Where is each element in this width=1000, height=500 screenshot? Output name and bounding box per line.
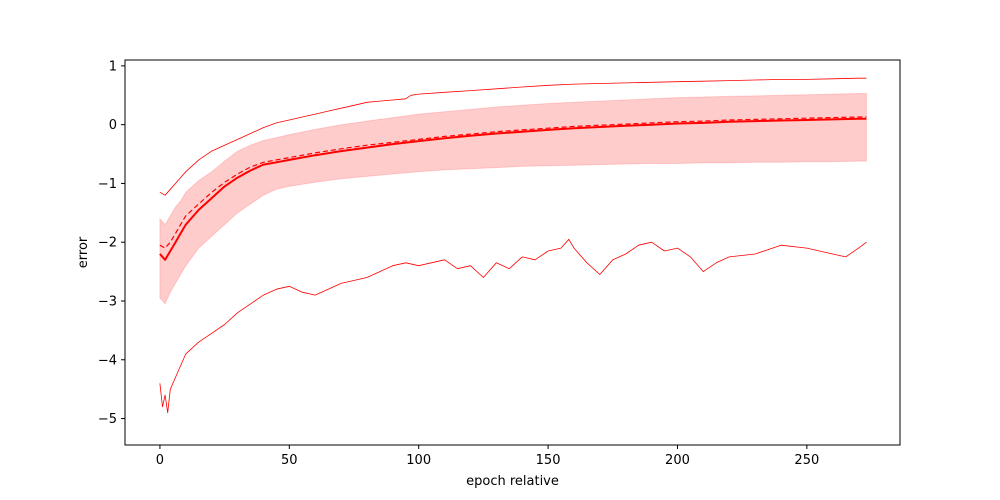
y-axis-ticks: 1 0 −1 −2 −3 −4 −5 [98, 59, 125, 427]
y-tick-label: 0 [109, 118, 117, 133]
confidence-band [159, 93, 867, 305]
x-tick-label: 0 [156, 453, 164, 468]
series-line-lower [159, 238, 867, 414]
x-tick-label: 50 [281, 453, 298, 468]
y-tick-label: 1 [109, 59, 117, 74]
y-tick-label: −3 [98, 294, 117, 309]
x-tick-label: 200 [665, 453, 690, 468]
y-tick-label: −1 [98, 177, 117, 192]
x-axis-ticks: 0 50 100 150 200 250 [156, 445, 819, 468]
plot-frame [124, 59, 901, 446]
y-tick-label: −2 [98, 236, 117, 251]
series-line-mean [159, 117, 867, 261]
y-tick-label: −4 [98, 353, 117, 368]
x-axis-label: epoch relative [466, 474, 559, 489]
x-tick-label: 100 [406, 453, 431, 468]
y-tick-label: −5 [98, 412, 117, 427]
series-line-median [159, 116, 867, 249]
series-layer [159, 77, 867, 414]
band-layer [159, 93, 867, 305]
y-axis-label: error [76, 236, 91, 268]
series-line-upper [159, 77, 867, 196]
x-tick-label: 150 [536, 453, 561, 468]
x-tick-label: 250 [794, 453, 819, 468]
